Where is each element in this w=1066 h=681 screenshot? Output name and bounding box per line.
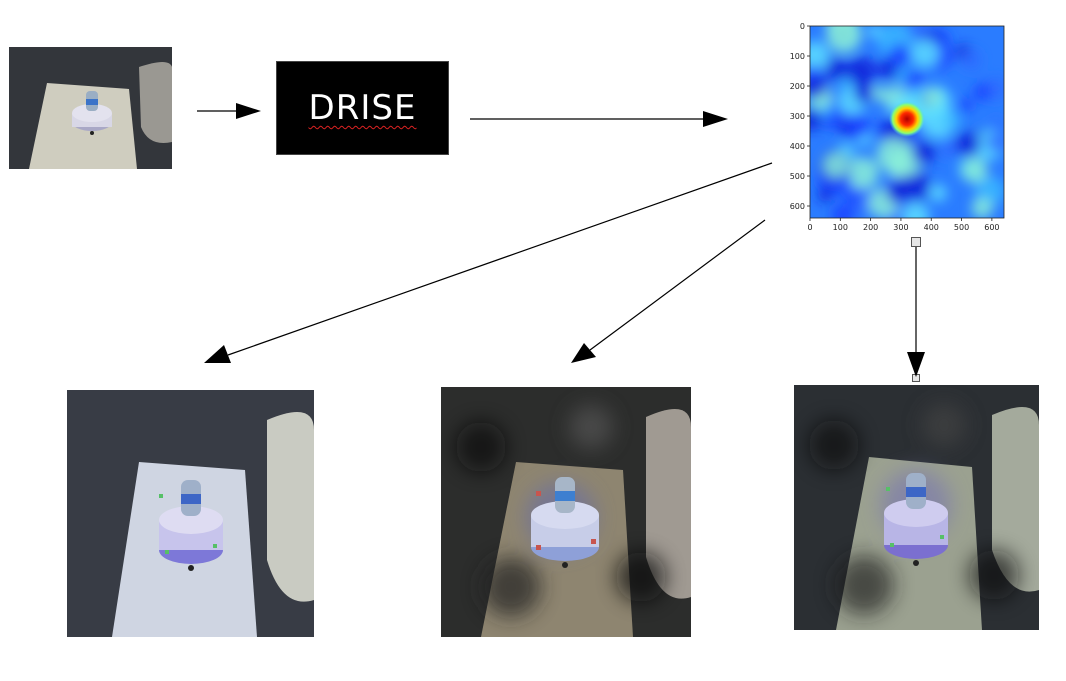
output-image-1 <box>67 390 314 637</box>
heatmap-texture-blob <box>810 65 821 81</box>
output-photo-3-graphic <box>794 385 1039 630</box>
heatmap-texture-blob <box>902 202 930 218</box>
arrow-heatmap-to-output-1 <box>204 162 773 363</box>
heatmap-svg: 0 100 200 300 400 500 600 0 100 200 300 400 500 600 <box>790 22 1005 232</box>
heatmap-texture-blob <box>943 111 961 130</box>
heatmap-texture-blob <box>958 98 973 113</box>
y-tick-label: 600 <box>790 202 805 211</box>
heatmap-texture-blob <box>817 188 832 203</box>
y-tick-label: 400 <box>790 142 805 151</box>
heatmap-texture-blob <box>839 78 853 91</box>
y-tick-label: 300 <box>790 112 805 121</box>
heatmap-texture-blob <box>887 44 912 68</box>
arrow-heatmap-to-output-3 <box>907 247 925 377</box>
heatmap-texture-blob <box>867 26 881 39</box>
input-image <box>9 47 172 169</box>
x-tick-label: 0 <box>807 223 812 232</box>
saliency-heatmap: 0 100 200 300 400 500 600 0 100 200 300 400 500 600 <box>780 18 1010 238</box>
heatmap-texture-blob <box>911 39 940 68</box>
heatmap-texture-blob <box>955 131 981 157</box>
x-tick-label: 500 <box>954 223 969 232</box>
heatmap-plot-area <box>810 26 1004 218</box>
heatmap-texture-blob <box>971 197 993 218</box>
heatmap-texture-blob <box>831 203 855 218</box>
heatmap-texture-blob <box>911 141 936 165</box>
connector-handle-bottom[interactable] <box>912 374 920 382</box>
heatmap-texture-blob <box>922 87 942 107</box>
y-axis-ticks: 0 100 200 300 400 500 600 <box>790 22 810 211</box>
output-image-2 <box>441 387 691 637</box>
x-axis-ticks: 0 100 200 300 400 500 600 <box>807 218 1000 232</box>
y-tick-label: 500 <box>790 172 805 181</box>
heatmap-texture-blob <box>822 151 850 179</box>
connector-handle-top[interactable] <box>911 237 921 247</box>
drise-label: DRISE <box>308 88 417 128</box>
heatmap-texture-blob <box>885 180 909 204</box>
x-tick-label: 200 <box>863 223 878 232</box>
heatmap-texture-blob <box>846 156 879 190</box>
x-tick-label: 300 <box>893 223 908 232</box>
heatmap-texture-blob <box>939 139 959 158</box>
output-photo-2-graphic <box>441 387 691 637</box>
heatmap-texture-blob <box>986 132 1004 153</box>
x-tick-label: 400 <box>924 223 939 232</box>
heatmap-texture-blob <box>846 56 877 87</box>
heatmap-texture-blob <box>876 137 912 173</box>
y-tick-label: 100 <box>790 52 805 61</box>
heatmap-texture-blob <box>989 118 1003 132</box>
heatmap-texture-blob <box>844 113 870 140</box>
heatmap-texture-blob <box>810 41 830 71</box>
y-tick-label: 200 <box>790 82 805 91</box>
input-photo-graphic <box>9 47 172 169</box>
heatmap-frame <box>809 25 1005 219</box>
heatmap-texture-blob <box>973 83 992 102</box>
heatmap-texture-blob <box>871 86 886 101</box>
heatmap-peak <box>889 101 925 137</box>
heatmap-texture-blob <box>824 57 848 81</box>
output-image-3 <box>794 385 1039 630</box>
heatmap-texture-blob <box>929 184 947 202</box>
x-tick-label: 600 <box>984 223 999 232</box>
heatmap-texture-blob <box>960 50 982 71</box>
heatmap-texture-blob <box>810 108 822 132</box>
arrow-input-to-drise <box>197 103 261 119</box>
arrow-heatmap-to-output-2 <box>571 219 766 363</box>
heatmap-texture-blob <box>853 83 874 104</box>
heatmap-texture-blob <box>904 69 925 90</box>
x-tick-label: 100 <box>833 223 848 232</box>
heatmap-texture-blob <box>826 26 859 43</box>
arrow-drise-to-heatmap <box>470 111 728 127</box>
y-tick-label: 0 <box>800 22 805 31</box>
drise-box: DRISE <box>276 61 449 155</box>
heatmap-texture-blob <box>961 157 988 184</box>
output-photo-1-graphic <box>67 390 314 637</box>
